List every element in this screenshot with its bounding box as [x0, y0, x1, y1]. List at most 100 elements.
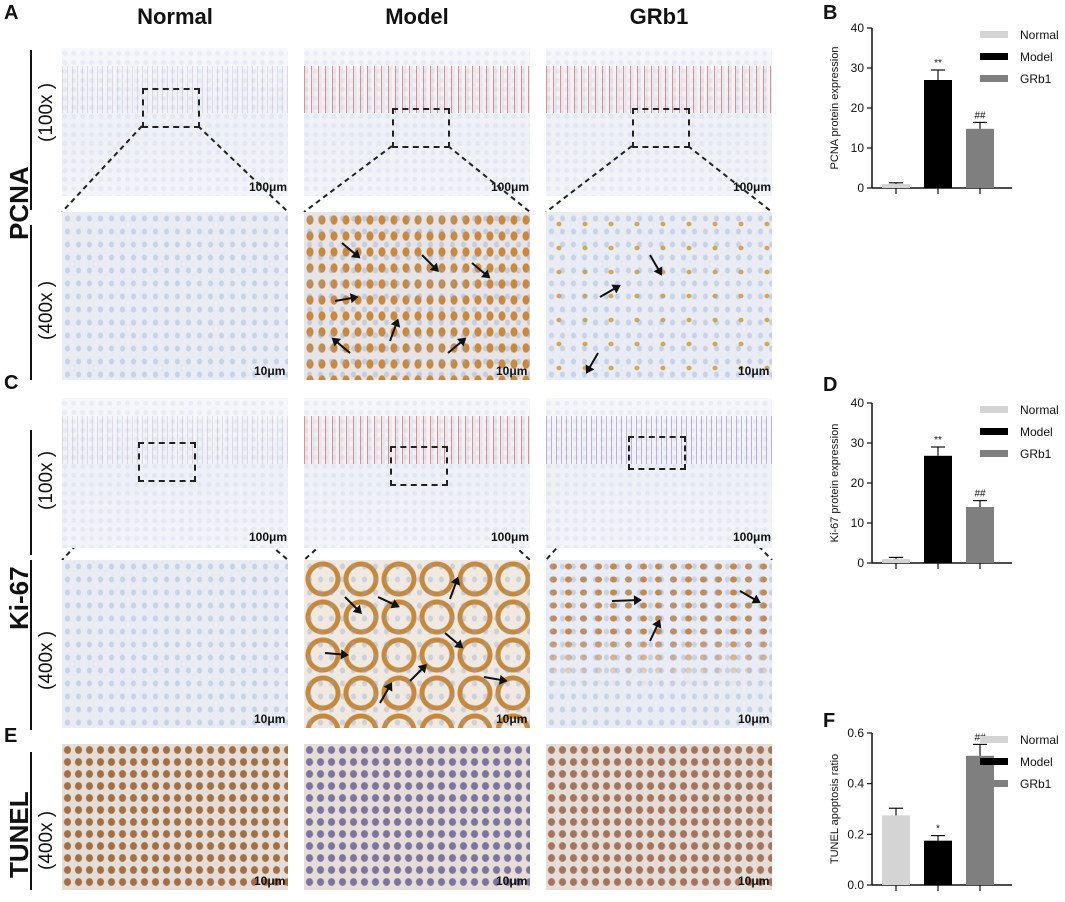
scale-bar-label: 100μm [491, 530, 530, 544]
significance-marker: ** [934, 58, 942, 69]
bar-model [924, 80, 952, 188]
y-tick-label: 20 [851, 101, 865, 115]
y-tick-label: 40 [851, 21, 865, 35]
zoom-region-box [632, 108, 690, 148]
zoom-region-box [628, 436, 686, 470]
scale-bar-label: 10μm [738, 712, 770, 726]
scale-bar-label: 100μm [733, 530, 772, 544]
zoom-region-box [392, 108, 450, 148]
bar-grb1 [966, 507, 994, 563]
scale-bar-label: 100μm [733, 180, 772, 194]
micrograph-pcna-grb1-100x [546, 48, 772, 196]
scale-bar-label: 10μm [254, 874, 286, 888]
bar-chart-ki67: 0 10 20 30 40 Ki-67 protein expression ** ## Nor… [829, 396, 1059, 570]
micrograph-tunel-model-400x [304, 744, 530, 890]
scale-bar-label: 10μm [496, 364, 528, 378]
y-axis-label: TUNEL apoptosis ratio [829, 754, 841, 864]
bar-normal [882, 559, 910, 563]
micrograph-ki67-grb1-400x [546, 560, 772, 728]
y-tick-label: 40 [851, 396, 865, 410]
legend-label: Normal [1020, 28, 1059, 42]
legend-label: Model [1020, 50, 1053, 64]
micrograph-ki67-normal-400x [62, 560, 288, 728]
scale-bar-label: 100μm [491, 180, 530, 194]
panel-letter-a: A [4, 2, 19, 24]
scale-bar-label: 10μm [254, 712, 286, 726]
legend-swatch [980, 758, 1008, 765]
bar-grb1 [966, 128, 994, 188]
y-tick-label: 30 [851, 436, 865, 450]
bar-model [924, 840, 952, 885]
micrograph-ki67-model-400x [304, 560, 530, 728]
zoom-region-box [138, 442, 196, 482]
micrograph-tunel-grb1-400x [546, 744, 772, 890]
micrograph-pcna-model-400x [304, 212, 530, 380]
column-heading-normal: Normal [137, 4, 213, 29]
legend-swatch [980, 736, 1008, 743]
panel-letter-f: F [823, 710, 836, 732]
legend-label: GRb1 [1020, 447, 1052, 461]
scale-bar-label: 10μm [254, 364, 286, 378]
legend-swatch [980, 53, 1008, 60]
micrograph-tunel-normal-400x [62, 744, 288, 890]
scale-bar-label: 100μm [249, 530, 288, 544]
y-tick-label: 0.6 [847, 726, 864, 740]
scale-bar-label: 10μm [496, 712, 528, 726]
divider-line [30, 225, 32, 380]
divider-line [30, 560, 32, 730]
scale-bar-label: 10μm [496, 874, 528, 888]
micrograph-ki67-normal-100x [62, 398, 288, 548]
legend-label: Normal [1020, 403, 1059, 417]
legend-swatch [980, 31, 1008, 38]
y-tick-label: 30 [851, 61, 865, 75]
bar-normal [882, 184, 910, 188]
micrograph-pcna-normal-400x [62, 212, 288, 380]
legend-swatch [980, 428, 1008, 435]
zoom-region-box [142, 88, 200, 128]
micrograph-ki67-grb1-100x [546, 398, 772, 548]
bar-normal [882, 815, 910, 885]
panel-letter-c: C [4, 372, 19, 394]
y-tick-label: 20 [851, 476, 865, 490]
y-tick-label: 0 [857, 556, 864, 570]
legend-label: Normal [1020, 733, 1059, 747]
divider-line [30, 430, 32, 555]
legend-label: Model [1020, 755, 1053, 769]
y-tick-label: 0.4 [847, 777, 864, 791]
scale-bar-label: 10μm [738, 364, 770, 378]
zoom-region-box [390, 446, 448, 486]
micrograph-pcna-model-100x [304, 48, 530, 196]
y-tick-label: 10 [851, 141, 865, 155]
legend-swatch [980, 450, 1008, 457]
micrograph-pcna-normal-100x [62, 48, 288, 196]
column-heading-grb1: GRb1 [629, 4, 689, 29]
micrograph-pcna-grb1-400x [546, 212, 772, 380]
y-tick-label: 0 [857, 181, 864, 195]
column-heading-model: Model [385, 4, 449, 29]
scale-bar-label: 10μm [738, 874, 770, 888]
significance-marker: * [936, 824, 940, 835]
panel-letter-b: B [823, 2, 838, 24]
significance-marker: ## [974, 110, 986, 121]
legend-swatch [980, 406, 1008, 413]
legend-label: GRb1 [1020, 72, 1052, 86]
divider-line [30, 50, 32, 210]
panel-letter-d: D [823, 374, 838, 396]
bar-chart-pcna: 0 10 20 30 40 PCNA protein expression ** ## Norm… [829, 21, 1059, 195]
legend-label: Model [1020, 425, 1053, 439]
bar-grb1 [966, 755, 994, 885]
y-tick-label: 10 [851, 516, 865, 530]
y-axis-label: PCNA protein expression [829, 47, 841, 170]
significance-marker: ## [974, 489, 986, 500]
y-axis-label: Ki-67 protein expression [829, 424, 841, 543]
divider-line [30, 752, 32, 890]
legend-swatch [980, 75, 1008, 82]
panel-letter-e: E [4, 725, 18, 747]
legend-label: GRb1 [1020, 777, 1052, 791]
y-tick-label: 0.2 [847, 827, 864, 841]
micrograph-ki67-model-100x [304, 398, 530, 548]
significance-marker: ** [934, 435, 942, 446]
y-tick-label: 0.0 [847, 878, 864, 892]
legend-swatch [980, 780, 1008, 787]
